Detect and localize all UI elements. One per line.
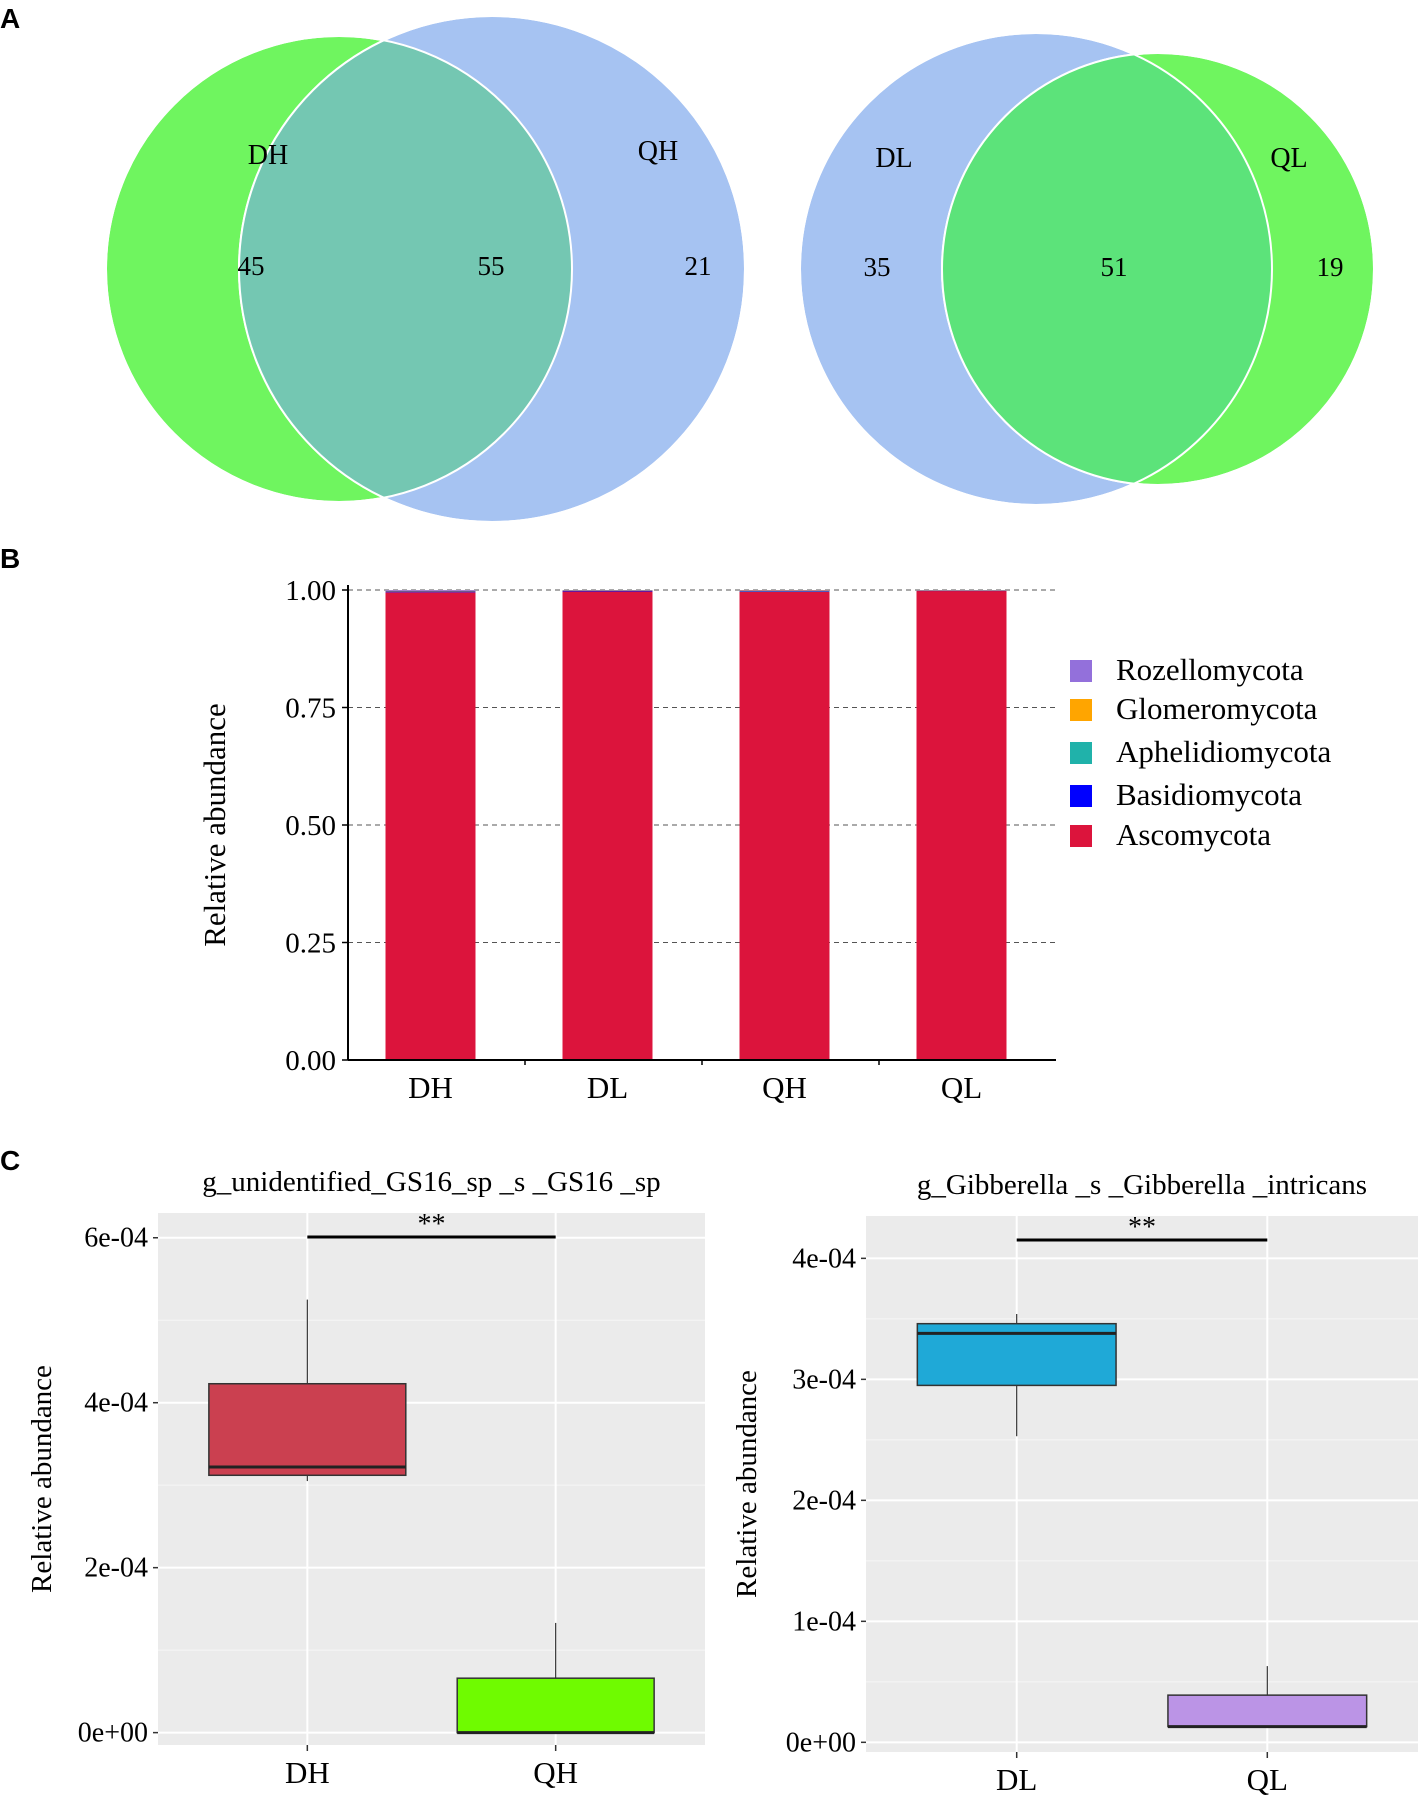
venn-label-dh: DH bbox=[248, 140, 288, 171]
venn-label-qh: QH bbox=[638, 136, 678, 167]
bar-segment-rozellomycota-qh bbox=[739, 590, 830, 591]
y-tick-label: 4e-04 bbox=[792, 1243, 856, 1274]
legend-swatch-aphelidiomycota bbox=[1070, 742, 1092, 764]
legend-label-aphelidiomycota: Aphelidiomycota bbox=[1116, 734, 1331, 769]
bar-segment-ascomycota-dh bbox=[385, 592, 476, 1060]
boxplot-dl-ql: g_Gibberella _s _Gibberella _intricans 0e… bbox=[731, 1169, 1418, 1796]
y-axis-label: Relative abundance bbox=[731, 1370, 763, 1598]
y-tick-label: 2e-04 bbox=[792, 1485, 856, 1516]
legend-label-basidiomycota: Basidiomycota bbox=[1116, 777, 1302, 812]
plot-title: g_Gibberella _s _Gibberella _intricans bbox=[917, 1169, 1367, 1201]
bar-segment-ascomycota-qh bbox=[739, 591, 830, 1060]
bar-segment-basidiomycota-dl bbox=[562, 590, 653, 592]
bar-segment-rozellomycota-dh bbox=[385, 590, 476, 591]
venn-count-ql: 19 bbox=[1317, 252, 1344, 282]
bar-segment-rozellomycota-ql bbox=[916, 590, 1007, 591]
venn-count-dl-ql: 51 bbox=[1101, 252, 1128, 282]
legend-swatch-rozellomycota bbox=[1070, 660, 1092, 682]
legend-label-ascomycota: Ascomycota bbox=[1116, 817, 1271, 852]
box-dh bbox=[208, 1382, 407, 1477]
bar-segment-ascomycota-ql bbox=[916, 590, 1007, 1060]
venn-count-dh-qh: 55 bbox=[478, 251, 505, 281]
venn-dl-ql: DL QL 35 51 19 bbox=[799, 32, 1375, 506]
box-qh bbox=[456, 1677, 655, 1734]
panel-label-c: C bbox=[0, 1145, 20, 1176]
panel-label-a: A bbox=[0, 3, 20, 34]
panel-label-b: B bbox=[0, 543, 20, 574]
boxplot-dh-qh: g_unidentified_GS16_sp _s _GS16 _sp 0e+00… bbox=[26, 1166, 705, 1790]
legend-swatch-glomeromycota bbox=[1070, 699, 1092, 721]
y-axis-label: Relative abundance bbox=[26, 1365, 58, 1593]
y-tick-label: 2e-04 bbox=[84, 1553, 148, 1584]
stacked-bar-chart: 0.00 0.25 0.50 0.75 1.00 DH DL QH QL Relative abu… bbox=[197, 575, 1331, 1105]
x-tick-label: QL bbox=[1247, 1762, 1288, 1796]
plot-panel bbox=[158, 1213, 705, 1745]
bar-segment-rozellomycota-dl bbox=[562, 590, 653, 591]
venn-label-ql: QL bbox=[1270, 143, 1307, 174]
y-tick-label: 4e-04 bbox=[84, 1388, 148, 1419]
bar-segment-glomeromycota-qh bbox=[739, 590, 830, 592]
y-tick-label: 0e+00 bbox=[786, 1727, 856, 1758]
venn-label-dl: DL bbox=[875, 143, 912, 174]
venn-dh-qh: DH QH 45 55 21 bbox=[105, 15, 746, 523]
x-tick-label: DH bbox=[285, 1755, 330, 1790]
bar-segment-ascomycota-dl bbox=[562, 591, 653, 1060]
y-tick-label: 3e-04 bbox=[792, 1364, 856, 1395]
venn-count-dh: 45 bbox=[238, 251, 265, 281]
legend-swatch-ascomycota bbox=[1070, 825, 1092, 847]
legend-label-rozellomycota: Rozellomycota bbox=[1116, 652, 1304, 687]
y-tick-label: 1.00 bbox=[285, 575, 336, 607]
plot-title: g_unidentified_GS16_sp _s _GS16 _sp bbox=[202, 1166, 660, 1198]
legend-swatch-basidiomycota bbox=[1070, 785, 1092, 807]
bar-segment-basidiomycota-dh bbox=[385, 591, 476, 593]
y-tick-label: 1e-04 bbox=[792, 1606, 856, 1637]
bar-segment-glomeromycota-dh bbox=[385, 590, 476, 592]
x-tick-label: DL bbox=[996, 1762, 1037, 1796]
y-tick-label: 0.25 bbox=[285, 928, 336, 960]
venn-count-qh: 21 bbox=[685, 251, 712, 281]
x-tick-label: QH bbox=[533, 1755, 578, 1790]
box-ql bbox=[1167, 1694, 1368, 1728]
bar-segment-basidiomycota-qh bbox=[739, 590, 830, 592]
y-tick-label: 0.00 bbox=[285, 1045, 336, 1077]
x-tick-label: QH bbox=[762, 1070, 807, 1105]
legend-label-glomeromycota: Glomeromycota bbox=[1116, 691, 1318, 726]
y-tick-label: 0e+00 bbox=[78, 1718, 148, 1749]
venn-count-dl: 35 bbox=[864, 252, 891, 282]
y-tick-label: 0.50 bbox=[285, 810, 336, 842]
y-tick-label: 6e-04 bbox=[84, 1223, 148, 1254]
x-tick-label: QL bbox=[941, 1070, 982, 1105]
significance-label: ** bbox=[418, 1209, 446, 1240]
significance-label: ** bbox=[1128, 1212, 1156, 1243]
x-tick-label: DH bbox=[408, 1070, 453, 1105]
venn-overlap-dh-qh bbox=[239, 36, 572, 502]
plot-panel bbox=[866, 1216, 1418, 1752]
x-tick-label: DL bbox=[587, 1070, 628, 1105]
y-tick-label: 0.75 bbox=[285, 693, 336, 725]
y-axis-label: Relative abundance bbox=[197, 703, 232, 947]
